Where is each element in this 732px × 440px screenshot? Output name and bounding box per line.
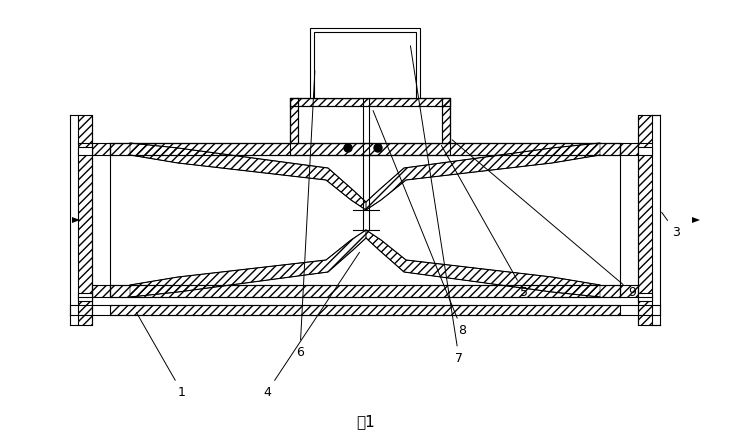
Bar (290, 98, 298, 143)
Bar (620, 143, 638, 155)
Text: 6: 6 (296, 71, 315, 359)
Bar (310, 28, 420, 98)
Bar (442, 98, 450, 143)
Bar (620, 285, 638, 297)
Text: 图1: 图1 (356, 414, 376, 429)
Bar (78, 293, 92, 301)
Text: 9: 9 (452, 140, 636, 298)
Bar (290, 98, 450, 143)
Text: 8: 8 (373, 110, 466, 337)
Bar (92, 285, 110, 297)
Bar (110, 143, 620, 155)
FancyArrow shape (660, 217, 700, 223)
Text: 1: 1 (136, 312, 186, 399)
Circle shape (374, 144, 382, 152)
Bar (78, 147, 92, 155)
FancyArrow shape (40, 217, 80, 223)
Circle shape (344, 144, 352, 152)
Text: 5: 5 (441, 145, 528, 298)
Bar (110, 305, 620, 315)
Bar (92, 143, 110, 155)
Bar (638, 147, 652, 155)
Bar (638, 115, 652, 325)
Text: 7: 7 (411, 46, 463, 364)
Bar (314, 32, 416, 98)
Bar (78, 115, 92, 325)
Text: 3: 3 (662, 212, 680, 238)
Bar (638, 293, 652, 301)
Bar (290, 98, 450, 106)
Text: 4: 4 (263, 252, 359, 399)
Bar (110, 285, 620, 297)
